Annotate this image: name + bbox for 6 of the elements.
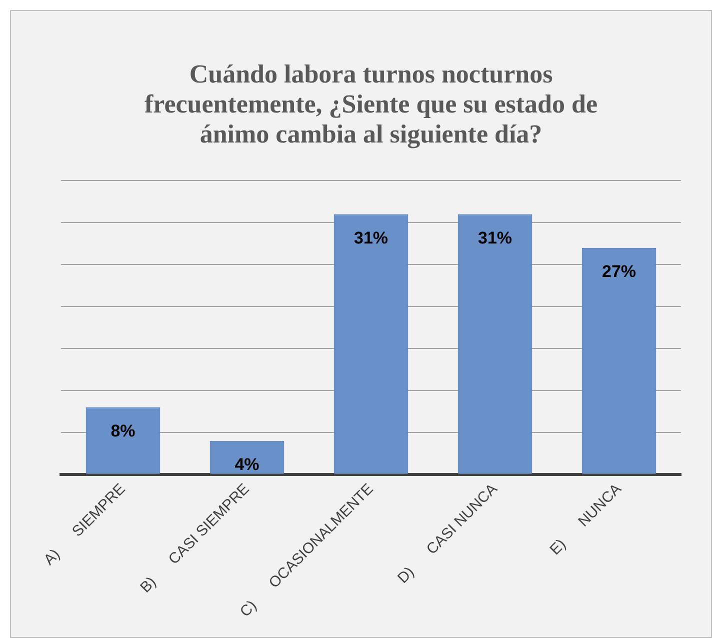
data-label: 8% — [110, 421, 136, 440]
data-label: 4% — [234, 455, 260, 474]
chart-title: Cuándo labora turnos nocturnos frecuentemente, ¿Siente que su estado de ánimo cambia al siguiente día? — [144, 60, 598, 148]
data-label: 27% — [602, 262, 636, 282]
data-label: 31% — [354, 228, 388, 248]
data-label: 31% — [478, 228, 512, 248]
